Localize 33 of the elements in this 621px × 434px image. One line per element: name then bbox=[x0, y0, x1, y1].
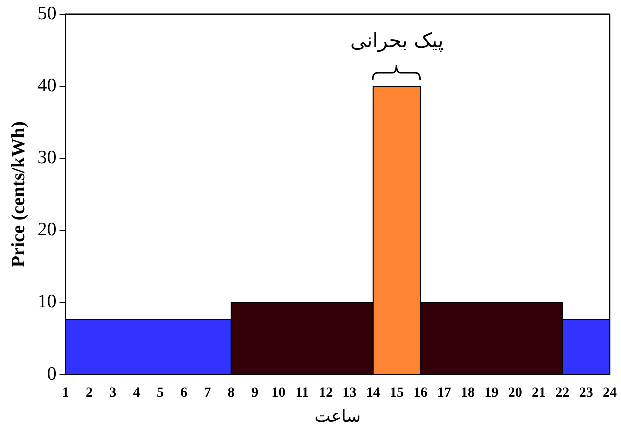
x-tick-label: 10 bbox=[272, 386, 286, 401]
x-tick-label: 24 bbox=[603, 386, 617, 401]
y-axis-title: Price (cents/kWh) bbox=[8, 122, 30, 268]
x-tick-label: 19 bbox=[484, 386, 499, 401]
x-tick-label: 22 bbox=[556, 386, 570, 401]
x-tick-label: 5 bbox=[156, 386, 164, 401]
y-tick-label: 40 bbox=[38, 75, 57, 96]
y-tick-label: 10 bbox=[38, 292, 57, 313]
x-tick-label: 1 bbox=[62, 386, 70, 401]
x-tick-label: 2 bbox=[86, 386, 93, 401]
x-tick-label: 13 bbox=[342, 386, 357, 401]
x-tick-label: 11 bbox=[296, 386, 310, 401]
x-tick-label: 15 bbox=[390, 386, 404, 401]
y-tick-label: 30 bbox=[38, 148, 57, 169]
x-tick-label: 18 bbox=[461, 386, 476, 401]
x-tick-label: 4 bbox=[133, 386, 140, 401]
x-tick-label: 16 bbox=[414, 386, 428, 401]
y-tick-label: 0 bbox=[47, 364, 57, 385]
x-tick-label: 9 bbox=[252, 386, 259, 401]
x-tick-label: 21 bbox=[532, 386, 546, 401]
x-tick-label: 12 bbox=[319, 386, 334, 401]
y-tick-label: 20 bbox=[38, 220, 57, 241]
x-tick-label: 8 bbox=[228, 386, 235, 401]
x-tick-label: 3 bbox=[110, 386, 117, 401]
x-tick-label: 23 bbox=[579, 386, 594, 401]
x-tick-label: 6 bbox=[180, 386, 188, 401]
x-tick-label: 7 bbox=[204, 386, 212, 401]
x-axis-title: ساعت bbox=[314, 407, 362, 428]
y-tick-label: 50 bbox=[38, 3, 57, 24]
annotation: پیک بحرانی bbox=[350, 28, 444, 53]
x-tick-label: 20 bbox=[508, 386, 522, 401]
x-tick-label: 17 bbox=[437, 386, 452, 401]
x-tick-label: 14 bbox=[366, 386, 380, 401]
